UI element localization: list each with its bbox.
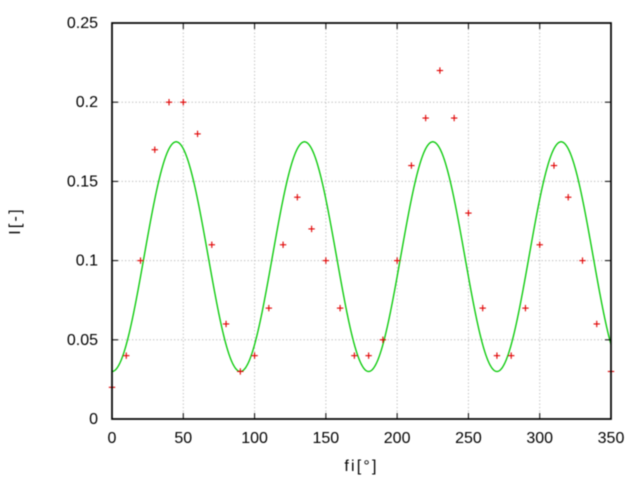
svg-text:0: 0 <box>89 411 98 428</box>
svg-text:fi[°]: fi[°] <box>344 458 378 475</box>
svg-text:300: 300 <box>526 430 553 447</box>
svg-text:350: 350 <box>598 430 625 447</box>
svg-text:I[-]: I[-] <box>7 207 24 234</box>
svg-text:200: 200 <box>384 430 411 447</box>
svg-text:0.2: 0.2 <box>76 94 98 111</box>
svg-text:250: 250 <box>455 430 482 447</box>
svg-text:0.1: 0.1 <box>76 253 98 270</box>
svg-text:0: 0 <box>108 430 117 447</box>
svg-text:150: 150 <box>313 430 340 447</box>
svg-text:0.05: 0.05 <box>67 332 98 349</box>
svg-text:50: 50 <box>174 430 192 447</box>
svg-text:0.15: 0.15 <box>67 173 98 190</box>
svg-text:100: 100 <box>241 430 268 447</box>
svg-text:0.25: 0.25 <box>67 15 98 32</box>
